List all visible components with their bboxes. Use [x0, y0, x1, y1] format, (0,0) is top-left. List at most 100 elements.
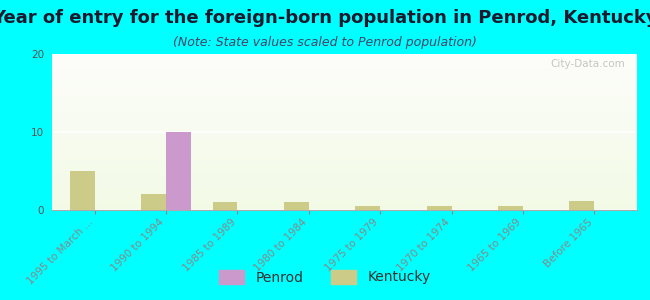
Bar [498, 206, 523, 210]
Bar [52, 106, 637, 107]
Bar [52, 179, 637, 180]
Bar [52, 84, 637, 85]
Bar [52, 168, 637, 170]
Bar [52, 163, 637, 165]
Bar [52, 96, 637, 98]
Bar [52, 137, 637, 138]
Bar [52, 202, 637, 204]
Bar [52, 88, 637, 90]
Bar [52, 123, 637, 124]
Bar [52, 171, 637, 172]
Bar [52, 115, 637, 116]
Bar [52, 124, 637, 126]
Bar [213, 202, 237, 210]
Bar [52, 191, 637, 193]
Bar [52, 57, 637, 59]
Bar [569, 201, 594, 210]
Bar [52, 76, 637, 77]
Bar [52, 185, 637, 187]
Bar [52, 116, 637, 118]
Bar [52, 199, 637, 201]
Bar [52, 118, 637, 119]
Bar [52, 62, 637, 63]
Bar [52, 140, 637, 141]
Bar [52, 82, 637, 84]
Bar [52, 193, 637, 194]
Bar [52, 59, 637, 60]
Legend: Penrod, Kentucky: Penrod, Kentucky [214, 264, 436, 290]
Bar [52, 204, 637, 205]
Text: Year of entry for the foreign-born population in Penrod, Kentucky: Year of entry for the foreign-born popul… [0, 9, 650, 27]
Bar [52, 56, 637, 57]
Bar [52, 141, 637, 143]
Bar [284, 202, 309, 210]
Bar [52, 130, 637, 132]
Bar [52, 177, 637, 179]
Bar [52, 135, 637, 137]
Bar [52, 180, 637, 182]
Bar [52, 194, 637, 196]
Bar [52, 154, 637, 155]
Bar [52, 121, 637, 123]
Bar [52, 101, 637, 102]
Bar [52, 169, 637, 171]
Text: (Note: State values scaled to Penrod population): (Note: State values scaled to Penrod pop… [173, 36, 477, 49]
Bar [426, 206, 452, 210]
Bar [52, 77, 637, 79]
Bar [52, 158, 637, 160]
Bar [141, 194, 166, 210]
Bar [52, 54, 637, 56]
Bar [52, 127, 637, 129]
Bar [52, 182, 637, 184]
Bar [52, 112, 637, 113]
Bar [52, 107, 637, 109]
Bar [52, 109, 637, 110]
Bar [52, 99, 637, 101]
Bar [52, 134, 637, 135]
Bar [52, 172, 637, 174]
Bar [52, 174, 637, 176]
Bar [52, 197, 637, 199]
Bar [52, 92, 637, 93]
Bar [166, 132, 191, 210]
Bar [52, 67, 637, 68]
Bar [52, 113, 637, 115]
Bar [52, 129, 637, 130]
Bar [52, 145, 637, 146]
Bar [52, 160, 637, 162]
Bar [52, 79, 637, 80]
Bar [52, 63, 637, 65]
Bar [52, 102, 637, 104]
Bar [52, 207, 637, 208]
Bar [52, 187, 637, 188]
Bar [52, 162, 637, 163]
Bar [52, 155, 637, 157]
Bar [52, 188, 637, 190]
Bar [52, 184, 637, 185]
Bar [52, 149, 637, 151]
Bar [52, 166, 637, 168]
Bar [52, 60, 637, 62]
Bar [52, 87, 637, 88]
Bar [52, 90, 637, 92]
Bar [52, 138, 637, 140]
Bar [52, 148, 637, 149]
Bar [52, 190, 637, 191]
Bar [52, 196, 637, 197]
Bar [52, 110, 637, 112]
Bar [52, 146, 637, 148]
Text: City-Data.com: City-Data.com [551, 59, 625, 69]
Bar [52, 126, 637, 127]
Bar [52, 208, 637, 210]
Bar [52, 119, 637, 121]
Bar [52, 157, 637, 158]
Bar [52, 70, 637, 71]
Bar [52, 93, 637, 94]
Bar [52, 151, 637, 152]
Bar [52, 73, 637, 74]
Bar [52, 201, 637, 202]
Bar [355, 206, 380, 210]
Bar [52, 80, 637, 82]
Bar [52, 143, 637, 145]
Bar [52, 85, 637, 87]
